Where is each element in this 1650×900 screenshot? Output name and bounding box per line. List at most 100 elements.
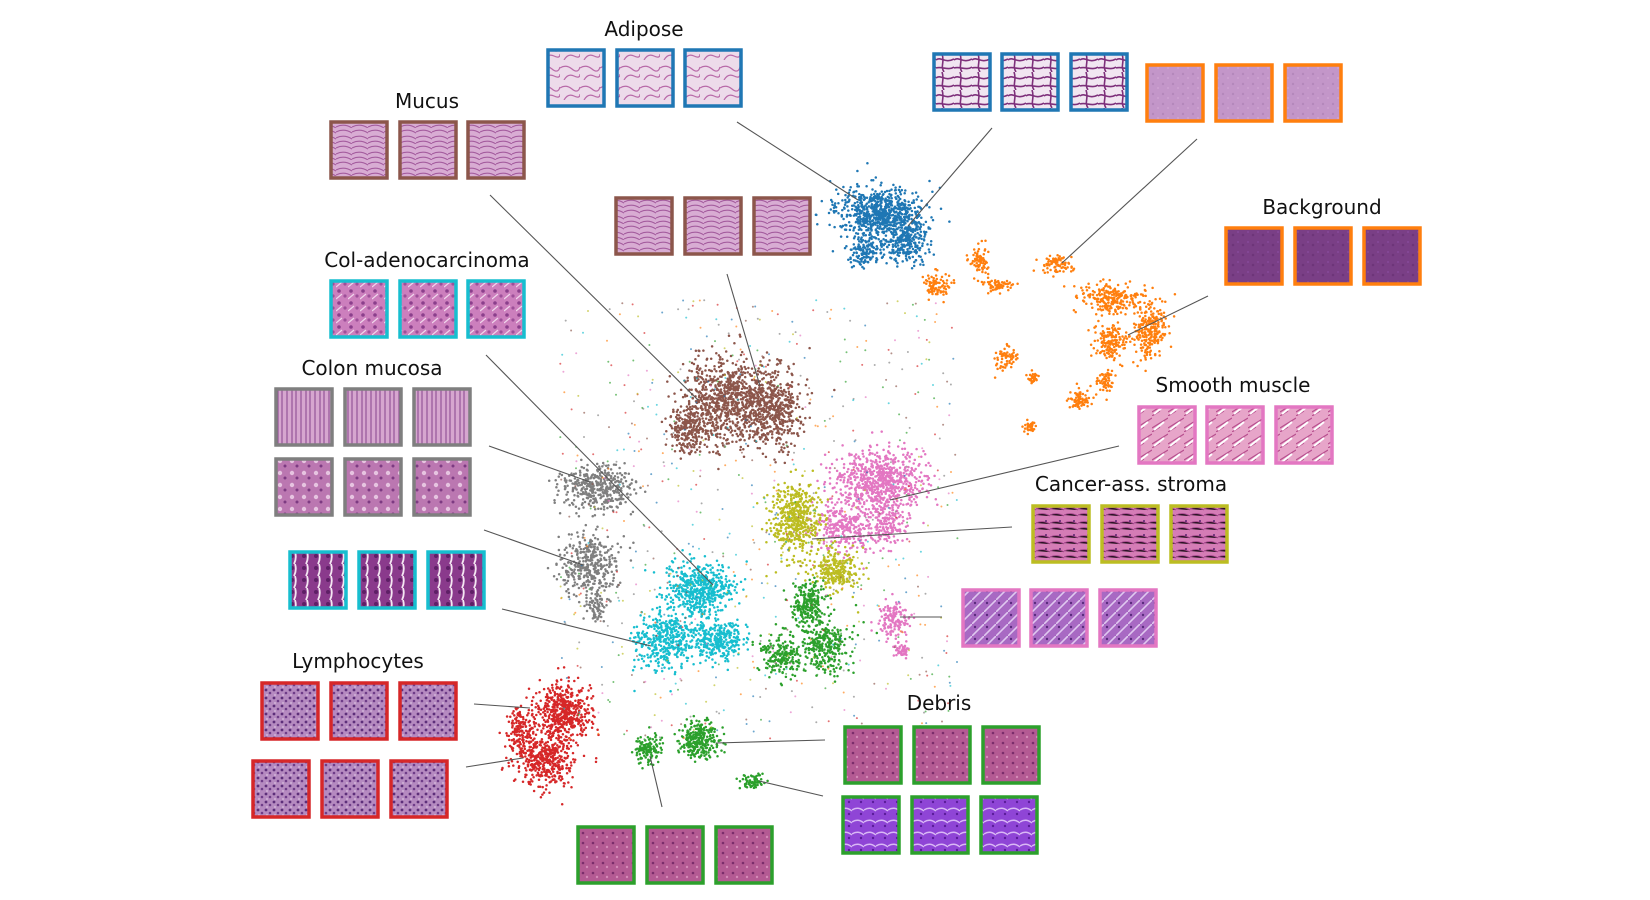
point [715, 421, 718, 424]
point [719, 382, 722, 385]
point [839, 510, 842, 514]
point [777, 391, 780, 395]
point [927, 476, 931, 480]
point [886, 220, 889, 224]
point [875, 460, 878, 464]
point [896, 204, 899, 207]
point [840, 457, 844, 460]
point [1152, 312, 1155, 315]
point [865, 216, 869, 220]
point [711, 400, 715, 404]
point [861, 246, 865, 249]
point [905, 216, 908, 219]
cluster-background [1087, 314, 1132, 368]
point [914, 258, 918, 262]
point [774, 408, 778, 412]
point [882, 227, 885, 230]
point [708, 421, 712, 425]
point [750, 367, 754, 370]
point [708, 375, 712, 378]
point [889, 458, 893, 461]
point [791, 409, 794, 413]
point [701, 417, 704, 420]
point [892, 224, 895, 228]
point [914, 501, 917, 504]
point [922, 521, 925, 525]
point [756, 426, 760, 430]
point [982, 253, 986, 256]
point [884, 467, 888, 471]
point [1079, 401, 1082, 404]
point [909, 233, 913, 237]
point [1136, 311, 1140, 314]
point [1045, 264, 1049, 267]
point [993, 357, 996, 360]
point [835, 188, 838, 191]
point [841, 224, 845, 228]
point [872, 192, 876, 196]
point [743, 425, 747, 429]
point [934, 497, 938, 501]
point [1113, 327, 1117, 330]
point [892, 221, 895, 224]
point [760, 418, 764, 421]
point [898, 466, 902, 470]
point [759, 407, 763, 411]
point [746, 444, 750, 448]
point [801, 407, 804, 410]
point [771, 375, 775, 379]
point [903, 447, 907, 450]
point [908, 238, 912, 241]
point [1005, 279, 1009, 283]
point [1021, 425, 1024, 428]
point [823, 480, 827, 484]
point [864, 538, 868, 542]
point [762, 376, 765, 380]
point [752, 400, 755, 403]
point [708, 405, 711, 409]
point [1061, 265, 1065, 269]
point [931, 292, 934, 296]
point [727, 334, 731, 338]
point [900, 248, 904, 251]
point [786, 420, 789, 423]
point [888, 221, 892, 224]
point [711, 409, 715, 412]
point [975, 261, 978, 265]
point [899, 193, 903, 196]
point [715, 414, 719, 417]
point [1105, 383, 1108, 387]
point [780, 408, 783, 411]
point [1112, 313, 1115, 316]
point [1087, 396, 1091, 400]
point [695, 448, 699, 451]
point [862, 455, 865, 458]
point [939, 207, 943, 210]
point [996, 356, 999, 359]
point [860, 239, 864, 243]
point [719, 388, 723, 391]
point [741, 373, 744, 376]
point [886, 228, 889, 231]
point [937, 286, 941, 289]
point [737, 384, 741, 388]
point [908, 456, 912, 459]
point [749, 374, 753, 377]
point [699, 396, 702, 400]
point [863, 246, 867, 249]
point [858, 240, 861, 243]
point [886, 195, 890, 199]
point [924, 278, 928, 282]
point [694, 436, 697, 439]
point [935, 277, 939, 281]
point [677, 414, 681, 417]
point [786, 425, 789, 428]
point [832, 211, 836, 214]
point [929, 464, 932, 467]
point [1083, 400, 1087, 404]
point [1110, 296, 1113, 299]
point [687, 403, 691, 406]
point [1103, 291, 1106, 295]
point [839, 519, 842, 522]
point [942, 300, 945, 304]
